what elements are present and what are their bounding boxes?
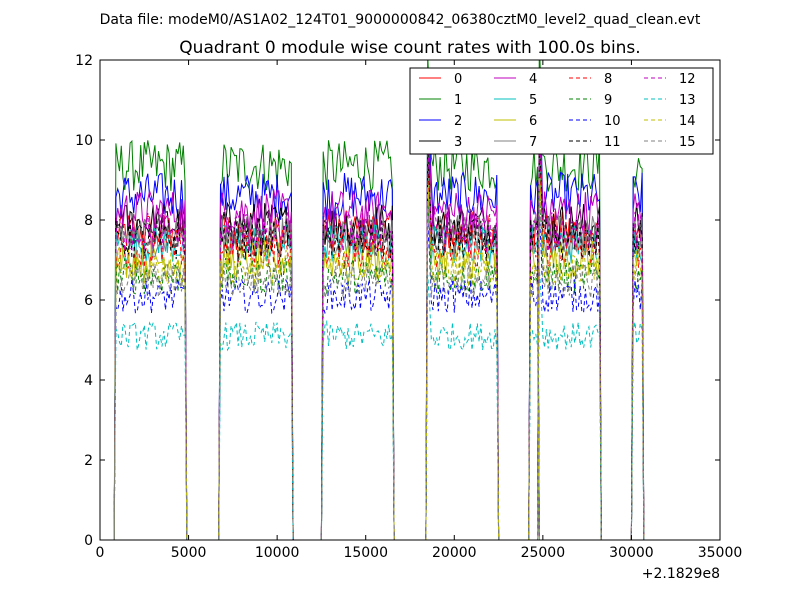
y-tick-label: 8: [84, 213, 93, 229]
legend-box: [409, 67, 714, 155]
series-line-6: [113, 167, 645, 540]
legend-entry-label: 9: [604, 93, 612, 108]
legend-entry-label: 0: [454, 72, 462, 87]
legend-entry-label: 15: [679, 135, 696, 150]
series-line-12: [113, 130, 645, 540]
legend-entry-label: 12: [679, 72, 696, 87]
x-tick-label: 20000: [432, 545, 477, 561]
x-tick-label: 0: [96, 545, 105, 561]
x-offset-label: +2.1829e8: [642, 566, 720, 582]
legend-entry-label: 2: [454, 114, 462, 129]
x-tick-label: 35000: [698, 545, 743, 561]
y-tick-label: 10: [75, 133, 93, 149]
legend-entry-label: 11: [604, 135, 621, 150]
x-tick-label: 30000: [609, 545, 654, 561]
axis-ticks: 0 5000 10000 15000 20000 25000 30000 35000 0 2 4 6 8…: [75, 53, 742, 561]
x-tick-label: 15000: [343, 545, 388, 561]
data-file-label: Data file: modeM0/AS1A02_124T01_90000008…: [100, 12, 701, 28]
series-layer: [113, 60, 645, 540]
series-line-13: [113, 268, 645, 540]
chart-title: Quadrant 0 module wise count rates with …: [179, 38, 640, 58]
legend-entry-label: 3: [454, 135, 462, 150]
series-line-11: [113, 140, 645, 540]
series-line-15: [113, 194, 645, 540]
legend-entry-label: 10: [604, 114, 621, 129]
y-tick-label: 2: [84, 453, 93, 469]
y-tick-label: 12: [75, 53, 93, 69]
y-tick-label: 0: [84, 533, 93, 549]
legend-entry-label: 6: [529, 114, 537, 129]
series-line-14: [113, 178, 645, 540]
legend-entry-label: 13: [679, 93, 696, 108]
legend-entry-label: 7: [529, 135, 537, 150]
series-line-4: [113, 103, 645, 540]
legend-entry-label: 5: [529, 93, 537, 108]
series-line-7: [113, 135, 645, 540]
x-tick-label: 10000: [255, 545, 300, 561]
legend-entry-label: 1: [454, 93, 462, 108]
legend-entry-label: 8: [604, 72, 612, 87]
series-line-1: [113, 60, 645, 540]
series-line-10: [113, 215, 645, 540]
legend-entry-label: 4: [529, 72, 537, 87]
legend-entry-label: 14: [679, 114, 696, 129]
y-tick-label: 4: [84, 373, 93, 389]
y-tick-label: 6: [84, 293, 93, 309]
x-tick-label: 25000: [521, 545, 566, 561]
x-tick-label: 5000: [171, 545, 207, 561]
